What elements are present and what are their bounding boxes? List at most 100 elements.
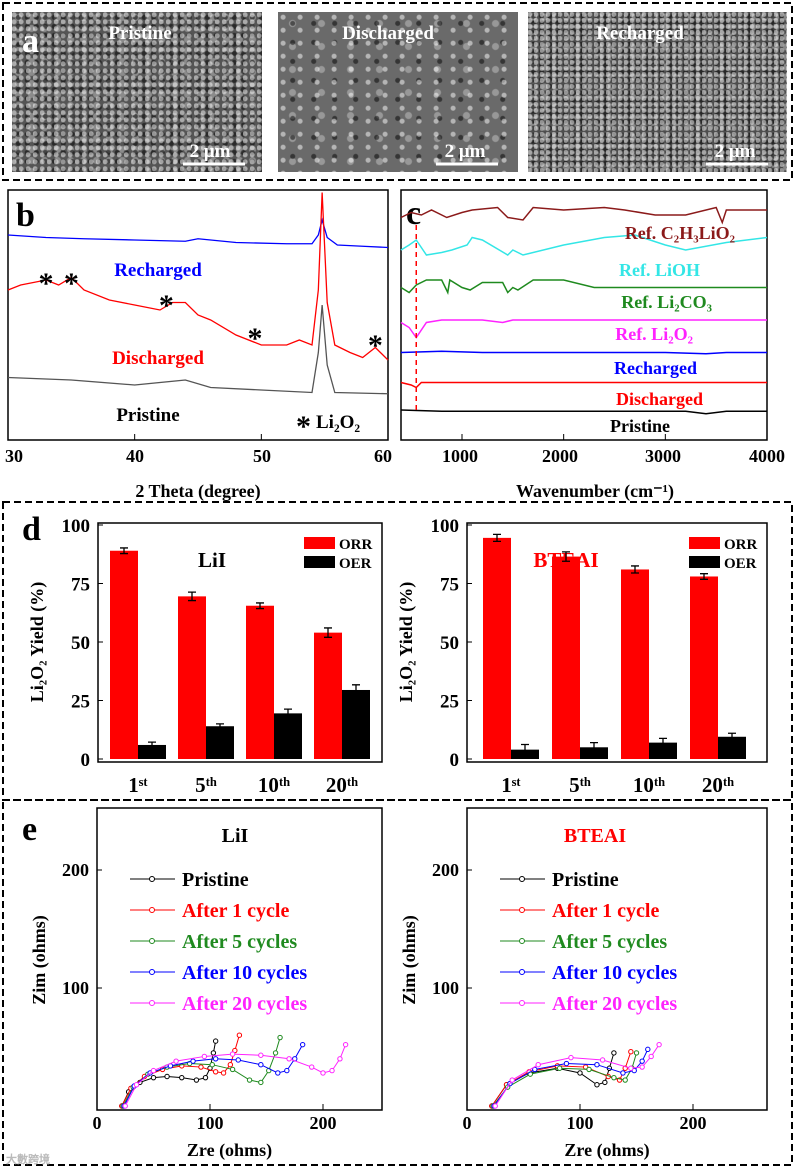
- eis-point: [236, 1032, 243, 1038]
- y-axis-title: Zim (ohms): [29, 915, 50, 1005]
- xtick: 2000: [542, 446, 578, 466]
- bar-orr: [552, 556, 580, 759]
- eis-point: [210, 1050, 217, 1056]
- xrd-line-discharged: [7, 192, 389, 361]
- panel-label-a: a: [22, 23, 39, 60]
- eis-plot-frame: [466, 807, 768, 1111]
- eis-point: [193, 1077, 200, 1083]
- legend-label: After 5 cycles: [182, 931, 297, 953]
- scale-bar-label: 2 μm: [190, 141, 231, 162]
- legend-marker: [519, 969, 525, 975]
- legend-label-orr: ORR: [339, 537, 373, 553]
- error-bar: [631, 565, 639, 574]
- y-axis-title: Li₂O₂ Yield (%): [396, 582, 417, 702]
- scale-bar-label: 2 μm: [445, 141, 486, 162]
- eis-point: [648, 1053, 654, 1060]
- ftir-line: [400, 319, 767, 339]
- eis-point: [212, 1038, 219, 1044]
- bar-orr: [621, 569, 649, 759]
- error-bar: [659, 737, 667, 748]
- eis-point: [535, 1062, 541, 1068]
- xtick: 3000: [645, 446, 681, 466]
- ytick: 75: [440, 575, 459, 596]
- li2o2-peak-star: *: [248, 322, 263, 355]
- error-bar: [216, 723, 224, 730]
- xtick: 30: [5, 446, 23, 466]
- eis-point: [258, 1079, 264, 1086]
- xtick: 200: [310, 1113, 337, 1133]
- eis-line: [121, 1035, 240, 1107]
- bar-oer: [342, 689, 370, 759]
- eis-point: [258, 1062, 264, 1068]
- ytick: 25: [440, 692, 459, 713]
- xrd-line-recharged: [7, 217, 389, 249]
- eis-point: [594, 1082, 600, 1088]
- eis-point: [227, 1062, 234, 1068]
- eis-plot-frame: [96, 807, 383, 1111]
- legend-marker: [519, 876, 525, 882]
- eis-point: [639, 1064, 645, 1070]
- x-axis-title: Zre (ohms): [187, 1140, 272, 1161]
- x-axis-title: Zre (ohms): [564, 1140, 649, 1161]
- ytick: 75: [71, 575, 90, 596]
- eis-point: [246, 1077, 253, 1083]
- sem-title-discharged: Discharged: [342, 23, 434, 44]
- panel-label-e: e: [22, 811, 37, 848]
- eis-point: [299, 1041, 306, 1048]
- label-discharged: Discharged: [112, 348, 204, 369]
- error-bar: [352, 684, 360, 696]
- bar-orr: [690, 576, 718, 759]
- star-marker-legend: *: [296, 410, 311, 443]
- eis-point: [190, 1058, 196, 1064]
- xtick: 0: [93, 1113, 102, 1133]
- ftir-line: [400, 350, 767, 355]
- eis-point: [202, 1074, 209, 1081]
- eis-point: [611, 1050, 617, 1056]
- bar-orr: [110, 550, 138, 759]
- eis-point: [229, 1066, 236, 1073]
- eis-point: [602, 1079, 608, 1086]
- eis-point: [342, 1041, 349, 1048]
- bar-oer: [274, 713, 302, 759]
- label-recharged: Recharged: [114, 260, 202, 281]
- ftir-line: [400, 409, 767, 415]
- ytick: 25: [71, 692, 90, 713]
- xtick: 100: [197, 1113, 224, 1133]
- ftir-line: [400, 234, 768, 256]
- eis-point: [272, 1050, 279, 1056]
- bar-oer: [718, 736, 746, 759]
- category-label: 1ˢᵗ: [128, 773, 148, 797]
- eis-point: [229, 1051, 236, 1057]
- chart-title: LiI: [198, 548, 226, 572]
- error-bar: [728, 732, 736, 741]
- category-label: 10ᵗʰ: [633, 773, 665, 797]
- xtick: 60: [374, 446, 392, 466]
- eis-point: [258, 1052, 264, 1058]
- xtick: 0: [463, 1113, 472, 1133]
- legend-swatch-orr: [304, 537, 335, 549]
- eis-point: [286, 1056, 292, 1062]
- ytick: 0: [81, 750, 91, 771]
- bar-orr: [314, 632, 342, 759]
- legend-label-oer: OER: [724, 556, 757, 572]
- scale-bar-label: 2 μm: [715, 141, 756, 162]
- eis-point: [150, 1067, 157, 1074]
- li2o2-peak-star: *: [159, 289, 174, 322]
- xtick: 200: [680, 1113, 707, 1133]
- eis-point: [586, 1066, 592, 1073]
- eis-point: [122, 1103, 128, 1109]
- eis-point: [594, 1062, 600, 1068]
- eis-point: [568, 1054, 574, 1061]
- bar-oer: [206, 726, 234, 759]
- xtick: 1000: [442, 446, 478, 466]
- category-label: 10ᵗʰ: [258, 773, 290, 797]
- label-ref-c2h3lio2: Ref. C₂H₃LiO₂: [625, 223, 735, 243]
- category-label: 5ᵗʰ: [195, 773, 217, 797]
- legend-label-orr: ORR: [724, 537, 758, 553]
- panel-e-frame: [2, 799, 793, 1166]
- eis-point: [563, 1060, 570, 1067]
- chart-title: BTEAI: [564, 825, 626, 847]
- legend-marker: [149, 876, 155, 882]
- eis-point: [164, 1073, 170, 1080]
- bar-oer: [649, 742, 677, 759]
